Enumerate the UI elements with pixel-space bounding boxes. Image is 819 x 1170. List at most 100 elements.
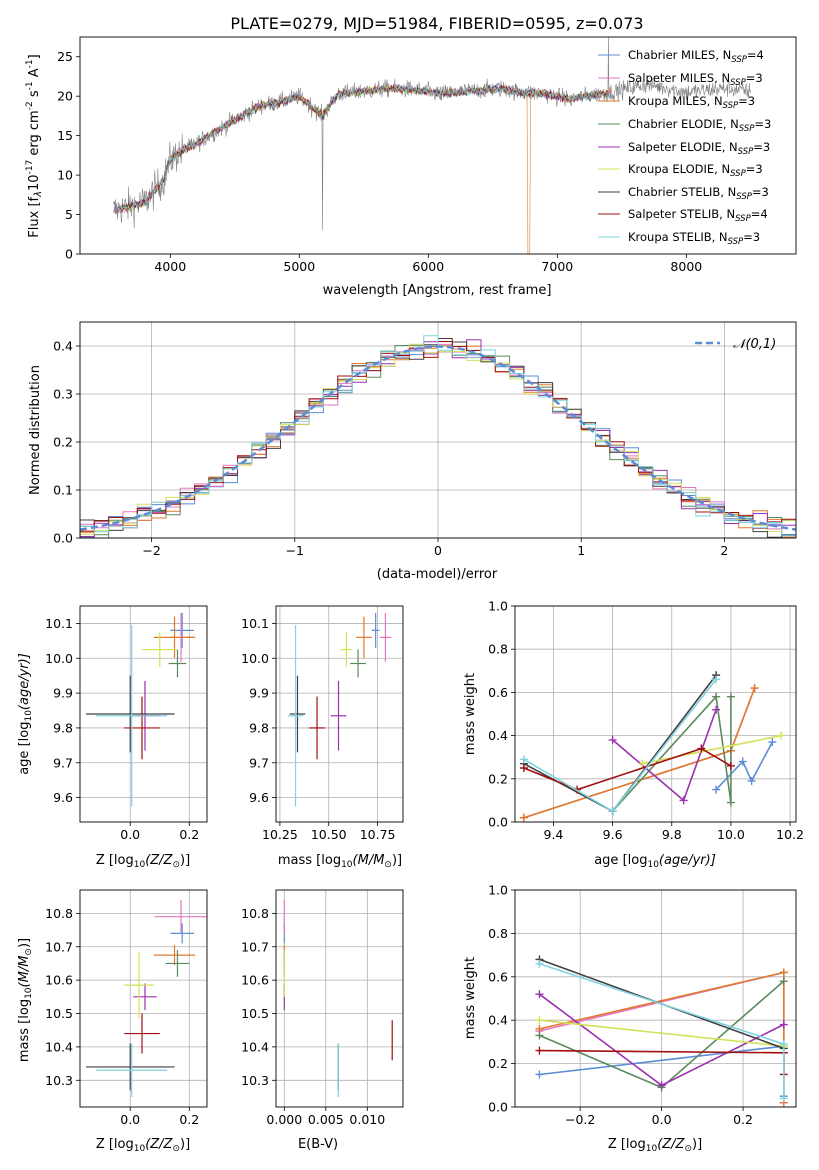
mass-vs-z-ylabel: mass [log10(M/M⊙)] — [17, 938, 34, 1062]
weight-lines — [535, 955, 788, 1107]
mass-vs-ebv-panel: 0.000 0.005 0.01010.310.410.510.610.710.8 … — [241, 889, 404, 1152]
y-tick-label: 0.8 — [488, 926, 508, 941]
x-tick-label: 0.0 — [120, 827, 140, 842]
axes-frame — [514, 889, 797, 1108]
model-spectrum-kroupa-stelib — [116, 84, 610, 212]
weight-marker — [535, 1016, 544, 1025]
model-spectrum-salpeter-stelib — [116, 84, 609, 212]
weight-line-chabrier-elodie — [612, 694, 732, 812]
x-tick-label: 10.75 — [360, 827, 396, 842]
error-points — [85, 900, 207, 1097]
weight-marker — [747, 776, 756, 785]
legend-label: Chabrier STELIB, NSSP=3 — [628, 185, 769, 202]
legend-item: Kroupa STELIB, NSSP=3 — [598, 230, 760, 247]
weight-marker — [535, 1070, 544, 1079]
error-point-kroupa-stelib — [287, 625, 304, 807]
error-point-chabrier-elodie — [165, 950, 190, 977]
residuals-legend: 𝒩(0,1) — [695, 337, 776, 352]
x-tick-label: −2 — [142, 543, 160, 558]
spectrum-xlabel: wavelength [Angstrom, rest frame] — [323, 283, 552, 298]
weight-marker — [750, 684, 759, 693]
legend-item: Chabrier ELODIE, NSSP=3 — [598, 117, 771, 134]
error-point-chabrier-miles — [170, 923, 195, 944]
spectrum-ylabel: Flux [fλ10-17 erg cm-2 s-1 A-1] — [25, 54, 44, 237]
legend-item: Salpeter MILES, NSSP=3 — [598, 71, 763, 88]
error-point-salpeter-miles — [154, 900, 207, 934]
weight-line-kroupa-elodie — [642, 734, 782, 765]
y-tick-label: 0.2 — [53, 435, 73, 450]
y-tick-label: 10.5 — [241, 1006, 269, 1021]
legend-item: Salpeter ELODIE, NSSP=3 — [598, 140, 770, 157]
y-tick-label: 0.2 — [488, 771, 508, 786]
x-tick-label: 9.8 — [662, 827, 682, 842]
x-tick-label: 4000 — [154, 259, 186, 274]
age-vs-z-panel: 0.0 0.2 9.6 9.7 9.8 9.9 10.0 10.1 Z [log10(Z/Z⊙… — [17, 605, 208, 870]
mass-vs-z-panel: 0.0 0.2 10.3 10.4 10.5 10.6 10.7 10.8 Z [log10(… — [17, 889, 208, 1154]
weight-marker — [779, 1020, 788, 1029]
y-tick-label: 0.8 — [488, 642, 508, 657]
weight-marker — [712, 675, 721, 684]
x-tick-label: 9.4 — [544, 827, 564, 842]
age-vs-mass-xlabel: mass [log10(M/M⊙)] — [278, 853, 402, 870]
y-tick-label: 10.0 — [241, 651, 269, 666]
x-tick-label: 10.50 — [311, 827, 347, 842]
error-point-salpeter-stelib — [309, 696, 325, 760]
weight-marker — [779, 1040, 788, 1049]
y-tick-label: 10.4 — [241, 1039, 269, 1054]
y-tick-label: 0.4 — [488, 1013, 508, 1028]
weight-marker — [519, 755, 528, 764]
legend-label: Kroupa MILES, NSSP=3 — [628, 94, 755, 111]
weight-marker — [712, 705, 721, 714]
age-vs-z-plot-area: 0.0 0.2 9.6 9.7 9.8 9.9 10.0 10.1 — [45, 605, 208, 842]
y-tick-label: 10.7 — [45, 939, 73, 954]
legend-item: Chabrier STELIB, NSSP=3 — [598, 185, 769, 202]
x-tick-label: 0.000 — [266, 1112, 302, 1127]
weight-marker — [657, 1081, 666, 1090]
weight-vs-age-xlabel: age [log10(age/yr)] — [594, 853, 716, 870]
legend-label: Kroupa ELODIE, NSSP=3 — [628, 162, 763, 179]
y-tick-label: 9.7 — [53, 755, 73, 770]
axes-frame — [79, 36, 797, 255]
mass-vs-ebv-xlabel: E(B-V) — [298, 1137, 338, 1152]
axes-frame — [79, 889, 208, 1108]
y-tick-label: 5 — [65, 207, 73, 222]
weight-marker — [779, 1094, 788, 1103]
y-tick-label: 9.6 — [53, 790, 73, 805]
age-vs-z-ylabel: age [log10(age/yr)] — [17, 653, 34, 775]
y-tick-label: 10.5 — [45, 1006, 73, 1021]
weight-marker — [679, 796, 688, 805]
y-tick-label: 10 — [57, 168, 73, 183]
x-tick-label: 10.25 — [262, 827, 298, 842]
legend-label: Chabrier ELODIE, NSSP=3 — [628, 117, 771, 134]
weight-vs-age-panel: 9.4 9.6 9.8 10.0 10.2 0.0 0.2 0.4 0.6 0.8 1.0 age … — [463, 599, 804, 871]
x-tick-label: 5000 — [283, 259, 315, 274]
x-tick-label: 0.005 — [308, 1112, 344, 1127]
residuals-plot-area: −2 −1 0 1 2 0.0 0.1 0.2 0.3 0.4 — [53, 321, 797, 558]
axes-frame — [79, 605, 208, 823]
error-point-salpeter-stelib — [124, 1013, 160, 1054]
y-tick-label: 0.0 — [53, 531, 73, 546]
weight-vs-age-ylabel: mass weight — [463, 673, 478, 755]
spectrum-title: PLATE=0279, MJD=51984, FIBERID=0595, z=0… — [230, 14, 643, 33]
error-point-chabrier-stelib — [85, 675, 175, 753]
histograms — [80, 335, 796, 538]
x-tick-label: −1 — [286, 543, 304, 558]
weight-marker — [726, 798, 735, 807]
legend-label: Chabrier MILES, NSSP=4 — [628, 48, 764, 65]
y-tick-label: 10.4 — [45, 1039, 73, 1054]
error-points — [85, 612, 196, 807]
weight-marker — [697, 744, 706, 753]
weight-marker — [712, 692, 721, 701]
axes-frame — [514, 605, 797, 823]
y-tick-label: 15 — [57, 128, 73, 143]
axes-frame — [79, 321, 797, 539]
legend-label: Salpeter STELIB, NSSP=4 — [628, 207, 768, 224]
legend-item: Kroupa MILES, NSSP=3 — [598, 94, 755, 111]
y-tick-label: 0.3 — [53, 387, 73, 402]
error-point-chabrier-elodie — [168, 649, 187, 678]
residuals-xlabel: (data-model)/error — [377, 567, 498, 582]
weight-line-salpeter-stelib — [523, 747, 732, 791]
x-tick-label: 1 — [577, 543, 585, 558]
weight-vs-z-xlabel: Z [log10(Z/Z⊙)] — [608, 1137, 702, 1154]
weight-marker — [779, 968, 788, 977]
